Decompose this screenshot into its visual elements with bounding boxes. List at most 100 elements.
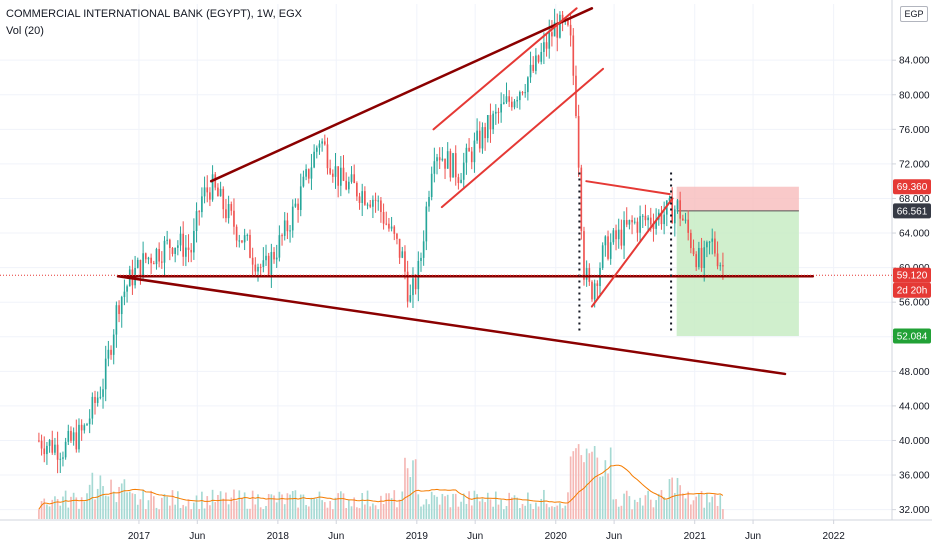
- candle-body: [679, 200, 681, 219]
- volume-bar: [217, 494, 219, 519]
- candle-body: [139, 259, 142, 278]
- price-badge-label: 52.084: [897, 332, 928, 343]
- candle-body: [492, 113, 494, 130]
- volume-bar: [489, 499, 492, 519]
- candle-body: [150, 257, 152, 264]
- candle-body: [174, 247, 177, 254]
- candle-body: [72, 432, 75, 441]
- candle-body: [585, 268, 588, 280]
- volume-bar: [684, 498, 687, 519]
- chart-legend: COMMERCIAL INTERNATIONAL BANK (EGYPT), 1…: [6, 6, 302, 40]
- volume-bar: [433, 495, 436, 519]
- price-badges: 69.360 66.561 59.120 2d 20h 52.084: [893, 179, 931, 344]
- candle-body: [457, 177, 460, 183]
- candle-body: [641, 215, 644, 217]
- volume-bar: [585, 448, 588, 519]
- candle-body: [481, 127, 484, 149]
- volume-bar: [396, 507, 398, 519]
- volume-bar: [203, 508, 206, 519]
- volume-bar: [251, 490, 254, 519]
- candle-body: [671, 198, 673, 224]
- volume-bar: [230, 497, 233, 519]
- candle-body: [647, 217, 649, 221]
- volume-bar: [315, 498, 318, 519]
- volume-bar: [665, 499, 668, 519]
- candle-body: [596, 283, 599, 287]
- candle-body: [636, 221, 639, 233]
- volume-bar: [313, 498, 315, 519]
- candle-body: [353, 174, 356, 184]
- volume-bar: [572, 451, 575, 519]
- candle-body: [94, 396, 96, 403]
- candle-body: [289, 230, 291, 232]
- candle-body: [275, 257, 278, 260]
- candle-body: [350, 174, 353, 182]
- candle-body: [54, 444, 56, 453]
- volume-bar: [551, 506, 553, 519]
- volume-bar: [64, 490, 67, 519]
- volume-bar: [334, 497, 337, 519]
- candle-body: [444, 158, 446, 169]
- volume-bar: [617, 506, 620, 519]
- candle-body: [78, 424, 80, 450]
- candle-body: [251, 257, 254, 265]
- volume-bar: [486, 492, 489, 519]
- volume-bar: [620, 505, 623, 519]
- candle-body: [345, 180, 348, 190]
- volume-bar: [583, 462, 585, 519]
- volume-bar: [513, 495, 516, 519]
- volume-bar: [591, 451, 593, 519]
- candle-body: [529, 64, 532, 78]
- candle-body: [535, 55, 537, 71]
- candle-body: [593, 283, 596, 300]
- volume-bar: [80, 497, 83, 519]
- candle-body: [310, 167, 313, 179]
- volume-bar: [687, 491, 690, 519]
- candle-body: [222, 188, 225, 210]
- volume-bar: [647, 490, 649, 519]
- candle-body: [348, 181, 350, 190]
- volume-bar: [235, 500, 238, 519]
- volume-bar: [134, 494, 136, 519]
- volume-bar: [714, 494, 716, 519]
- candle-body: [270, 251, 273, 275]
- volume-bar: [177, 491, 179, 519]
- volume-bar: [275, 502, 278, 519]
- volume-indicator-label[interactable]: Vol (20): [6, 25, 44, 37]
- candle-body: [380, 200, 382, 213]
- candle-body: [115, 305, 118, 335]
- candle-body: [334, 166, 337, 177]
- volume-bar: [553, 507, 556, 519]
- volume-bar: [438, 504, 441, 519]
- candle-body: [591, 281, 593, 300]
- volume-bar: [102, 486, 104, 519]
- volume-bar: [639, 497, 641, 519]
- candle-body: [83, 425, 86, 431]
- candle-body: [323, 141, 326, 145]
- volume-bar: [655, 500, 657, 519]
- candle-body: [214, 174, 217, 188]
- candle-body: [291, 206, 294, 231]
- candle-body: [484, 127, 486, 139]
- volume-bar: [481, 498, 484, 519]
- volume-bar: [473, 490, 476, 519]
- symbol-title[interactable]: COMMERCIAL INTERNATIONAL BANK (EGYPT), 1…: [6, 8, 303, 20]
- volume-bar: [420, 506, 422, 519]
- candle-body: [532, 64, 535, 71]
- volume-bar: [96, 488, 99, 519]
- candle-body: [548, 32, 551, 49]
- time-axis: 2017 Jun 2018 Jun 2019 Jun 2020 Jun 2021 Jun 2022: [128, 520, 845, 542]
- candle-body: [179, 233, 182, 246]
- volume-bar: [150, 490, 152, 519]
- candle-body: [502, 102, 505, 104]
- candle-body: [385, 223, 388, 225]
- volume-bar: [580, 455, 583, 519]
- currency-tag[interactable]: EGP: [900, 6, 928, 22]
- volume-bar: [201, 491, 203, 519]
- volume-bar: [281, 494, 283, 519]
- volume-bar: [625, 490, 628, 519]
- candle-body: [695, 254, 698, 268]
- candle-body: [67, 430, 70, 442]
- x-tick-label: 2020: [545, 531, 568, 542]
